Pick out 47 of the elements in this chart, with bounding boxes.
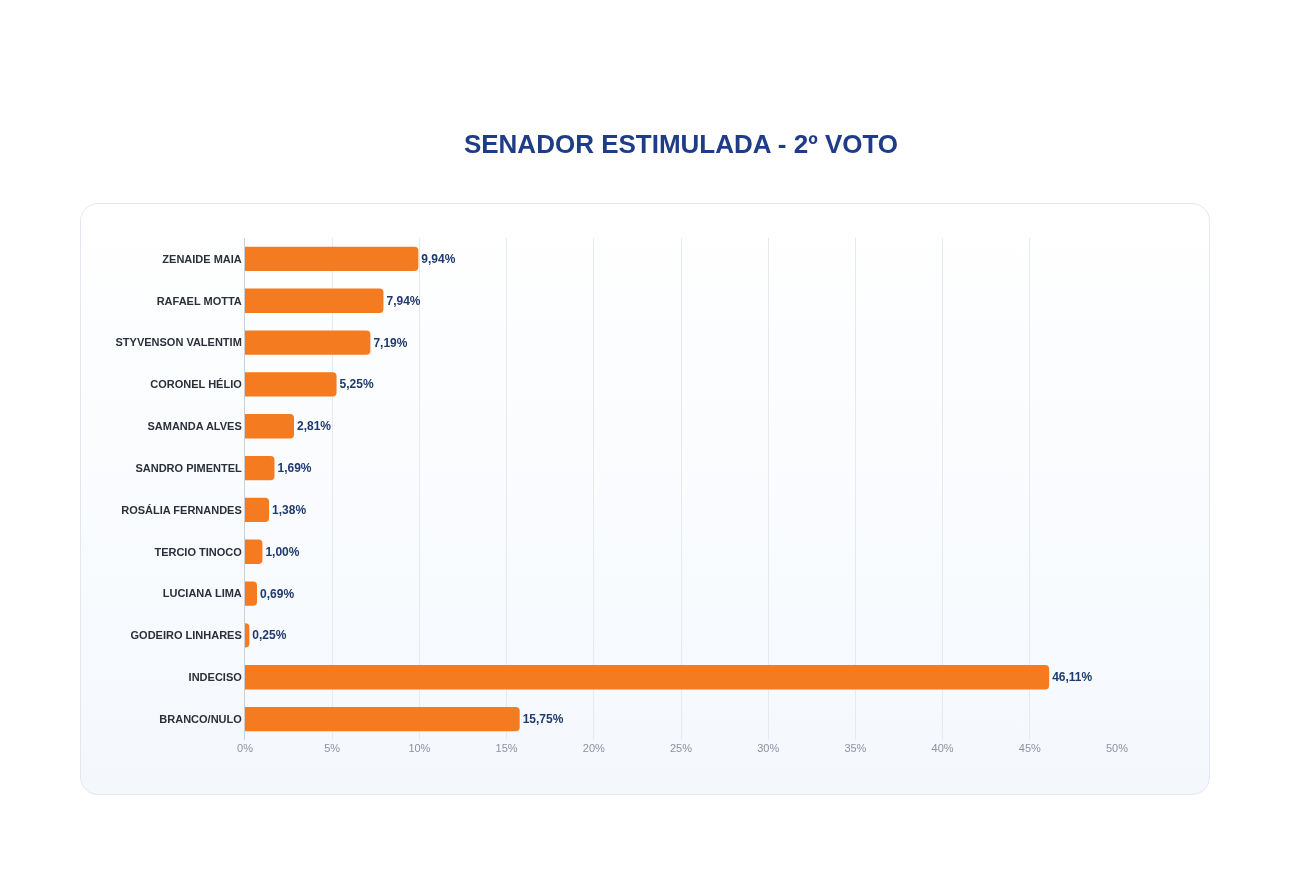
x-tick-label: 25% bbox=[669, 742, 693, 754]
y-tick-label: TERCIO TINOCO bbox=[154, 545, 243, 558]
y-tick-label: LUCIANA LIMA bbox=[162, 587, 242, 600]
x-tick-label: 15% bbox=[495, 742, 518, 754]
bar bbox=[245, 706, 520, 732]
x-tick-label: 30% bbox=[757, 742, 780, 754]
bar bbox=[245, 414, 295, 439]
bar bbox=[245, 288, 384, 313]
data-label: 7,19% bbox=[373, 335, 408, 350]
y-tick-label: INDECISO bbox=[188, 671, 243, 684]
data-label: 0,69% bbox=[260, 586, 295, 601]
bar bbox=[245, 581, 258, 606]
data-label: 5,25% bbox=[339, 377, 374, 392]
data-label: 1,69% bbox=[277, 461, 312, 476]
data-label: 1,38% bbox=[272, 502, 307, 517]
bar bbox=[245, 539, 263, 564]
x-tick-label: 5% bbox=[324, 742, 341, 754]
x-tick-label: 50% bbox=[1105, 742, 1129, 754]
x-tick-label: 35% bbox=[844, 742, 867, 754]
chart-title: SENADOR ESTIMULADA - 2º VOTO bbox=[463, 129, 899, 160]
data-label: 7,94% bbox=[386, 293, 421, 308]
data-label: 1,00% bbox=[265, 544, 300, 559]
bar bbox=[245, 372, 337, 397]
bar bbox=[245, 665, 1050, 690]
data-label: 9,94% bbox=[421, 251, 456, 266]
y-tick-label: CORONEL HÉLIO bbox=[150, 378, 243, 391]
x-tick-label: 0% bbox=[237, 742, 254, 754]
data-label: 15,75% bbox=[522, 712, 564, 727]
x-tick-label: 10% bbox=[408, 742, 431, 754]
y-tick-label: GODEIRO LINHARES bbox=[130, 629, 242, 642]
bar bbox=[245, 330, 371, 355]
y-tick-label: SAMANDA ALVES bbox=[147, 420, 242, 433]
y-tick-label: BRANCO/NULO bbox=[159, 712, 243, 725]
x-tick-label: 40% bbox=[931, 742, 954, 754]
y-tick-label: ZENAIDE MAIA bbox=[162, 252, 242, 265]
y-tick-label: SANDRO PIMENTEL bbox=[135, 461, 243, 474]
data-label: 2,81% bbox=[297, 419, 332, 434]
bar bbox=[245, 497, 270, 523]
y-tick-label: RAFAEL MOTTA bbox=[156, 294, 242, 307]
bar bbox=[245, 246, 419, 272]
y-tick-label: ROSÁLIA FERNANDES bbox=[121, 503, 242, 516]
bar bbox=[245, 455, 275, 481]
x-tick-label: 20% bbox=[582, 742, 606, 754]
data-label: 46,11% bbox=[1052, 670, 1093, 685]
y-tick-label: STYVENSON VALENTIM bbox=[115, 336, 242, 349]
x-tick-label: 45% bbox=[1018, 742, 1042, 754]
data-label: 0,25% bbox=[252, 628, 287, 643]
